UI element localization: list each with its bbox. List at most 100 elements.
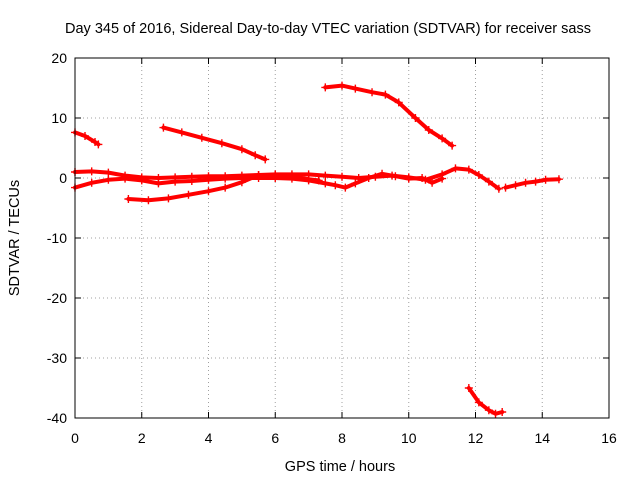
data-point	[428, 178, 437, 187]
data-point	[144, 196, 153, 205]
data-point	[254, 171, 263, 179]
series-trace	[323, 83, 455, 148]
data-point	[404, 174, 413, 183]
data-point	[321, 179, 330, 188]
grid	[75, 58, 609, 418]
x-axis-label: GPS time / hours	[285, 459, 395, 475]
data-point	[94, 140, 103, 149]
data-point	[378, 169, 387, 178]
data-point	[338, 172, 346, 181]
data-point	[81, 132, 90, 140]
data-point	[154, 179, 163, 188]
x-tick-label: 12	[468, 430, 484, 446]
data-point	[511, 181, 520, 190]
data-point	[137, 176, 146, 185]
data-point	[341, 183, 350, 192]
data-point	[484, 177, 493, 186]
data-point	[438, 134, 447, 143]
series-trace	[73, 166, 501, 191]
data-point	[394, 98, 403, 107]
y-tick-label: 20	[51, 50, 67, 66]
data-point	[164, 194, 173, 203]
x-tick-label: 0	[71, 430, 79, 446]
data-point	[204, 175, 213, 184]
data-point	[541, 175, 550, 184]
data-point	[351, 179, 360, 188]
data-point	[381, 90, 390, 99]
x-tick-label: 8	[338, 430, 346, 446]
data-point	[104, 175, 113, 184]
chart-title: Day 345 of 2016, Sidereal Day-to-day VTE…	[65, 21, 591, 37]
data-point	[221, 183, 230, 192]
series-s2	[159, 123, 270, 164]
data-point	[531, 177, 540, 186]
data-point	[87, 178, 96, 187]
data-point	[474, 171, 483, 179]
y-tick-label: 0	[59, 170, 67, 186]
data-point	[124, 195, 133, 203]
ticks: 0 2 4 6 8 10 12 14 16 -40 -30 -20 -10 0 10 20	[47, 50, 617, 446]
y-tick-label: -30	[47, 350, 67, 366]
data-point	[364, 174, 373, 182]
data-point	[438, 174, 447, 183]
data-point	[177, 128, 186, 137]
data-point	[464, 165, 473, 174]
data-point	[271, 171, 280, 179]
data-point	[451, 164, 460, 173]
data-point	[121, 174, 130, 183]
data-point	[204, 187, 213, 196]
data-point	[448, 141, 457, 150]
x-tick-label: 2	[138, 430, 146, 446]
series-s3	[321, 81, 457, 150]
data-point	[104, 168, 113, 177]
data-point	[498, 408, 507, 416]
data-point	[368, 88, 377, 97]
data-point	[304, 175, 313, 184]
series-s7	[501, 175, 563, 192]
data-point	[351, 84, 360, 93]
data-point	[424, 126, 433, 134]
series-s8	[464, 384, 507, 418]
series-s5	[71, 169, 447, 192]
data-point	[501, 183, 510, 192]
data-point	[237, 145, 246, 154]
data-point	[217, 139, 226, 148]
data-point	[338, 81, 346, 90]
x-tick-label: 14	[534, 430, 550, 446]
x-tick-label: 4	[205, 430, 213, 446]
data-point	[554, 175, 563, 184]
y-tick-label: -10	[47, 230, 67, 246]
data-point	[171, 177, 180, 186]
data-point	[184, 190, 193, 199]
data-point	[87, 167, 96, 176]
x-tick-label: 16	[601, 430, 617, 446]
series-s1	[71, 128, 103, 149]
series-s6	[124, 171, 323, 205]
y-axis-label: SDTVAR / TECUs	[7, 180, 23, 296]
data-point	[237, 178, 246, 187]
data-point	[321, 171, 330, 180]
series-trace	[503, 177, 561, 190]
data-point	[159, 123, 168, 132]
data-point	[321, 83, 330, 92]
y-tick-label: -40	[47, 410, 67, 426]
x-tick-label: 10	[401, 430, 417, 446]
data-point	[491, 409, 500, 418]
data-point	[521, 178, 530, 187]
series-layer	[71, 81, 563, 418]
x-tick-label: 6	[271, 430, 279, 446]
data-point	[391, 172, 400, 181]
data-point	[331, 181, 340, 190]
data-point	[418, 174, 427, 182]
data-point	[197, 133, 206, 142]
data-point	[484, 406, 493, 415]
y-tick-label: -20	[47, 290, 67, 306]
data-point	[187, 177, 196, 185]
series-trace	[73, 130, 101, 147]
data-point	[474, 398, 483, 407]
data-point	[287, 172, 296, 181]
data-point	[464, 384, 473, 392]
data-point	[251, 151, 260, 160]
data-point	[494, 184, 503, 193]
